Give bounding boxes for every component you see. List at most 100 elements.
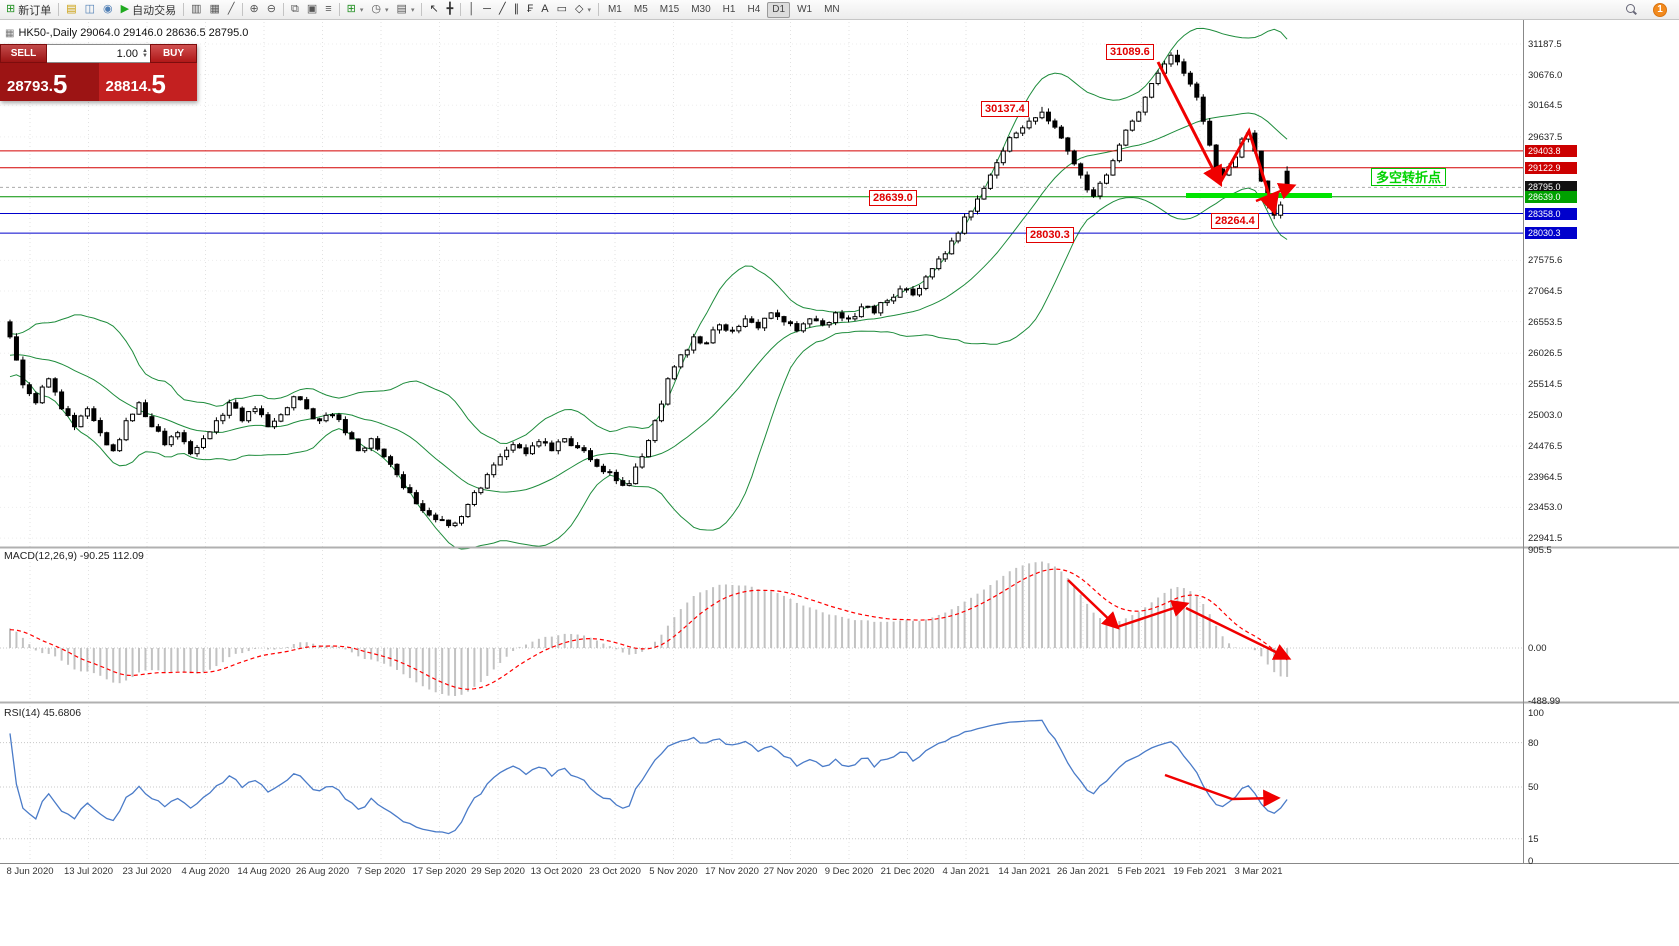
- chart-shift-icon[interactable]: ≡: [321, 1, 335, 18]
- annotation-price-label-28030.3[interactable]: 28030.3: [1026, 227, 1074, 243]
- new-order-button[interactable]: ⊞ 新订单: [2, 1, 55, 18]
- crosshair-icon[interactable]: ╋: [443, 1, 458, 18]
- price-tick: 25003.0: [1528, 409, 1563, 421]
- notification-badge[interactable]: 1: [1653, 2, 1667, 17]
- rsi-scale-0: 0: [1528, 856, 1534, 867]
- zoom-out-icon: ⊖: [266, 3, 276, 15]
- toolbar: ⊞ 新订单 ▤ ◫ ◉ ▶ 自动交易 ▥ ▦ ╱ ⊕ ⊖ ⧉ ▣ ≡ ⊞ ▾ ◷ ▾ ▤ ▾ ↖ ╋ │ ─ ╱ ∥ ₣ A ▭ ◇ ▾ M1 M…: [0, 0, 1679, 20]
- cascade-windows-icon: ▣: [306, 3, 318, 15]
- price-label-28030.3: 28030.3: [1525, 227, 1577, 240]
- indicators-icon[interactable]: ⊞ ▾: [343, 1, 368, 18]
- community-icon: ◉: [103, 3, 113, 15]
- annotation-price-label-28639.0[interactable]: 28639.0: [869, 190, 917, 206]
- text-icon[interactable]: A: [537, 1, 552, 18]
- volume-value: 1.00: [116, 47, 139, 60]
- price-tick: 23453.0: [1528, 502, 1563, 514]
- periods-icon[interactable]: ◷ ▾: [367, 1, 392, 18]
- cursor-icon[interactable]: ↖: [425, 1, 442, 18]
- rsi-indicator-label: RSI(14) 45.6806: [4, 707, 82, 719]
- price-tick: 24476.5: [1528, 441, 1563, 453]
- channel-icon: ∥: [513, 3, 520, 15]
- timeframe-m1[interactable]: M1: [603, 2, 627, 18]
- turning-point-note[interactable]: 多空转折点: [1371, 168, 1447, 186]
- volume-up-icon[interactable]: ▲: [142, 47, 148, 54]
- zoom-out-icon[interactable]: ⊖: [263, 1, 280, 18]
- horizontal-levels[interactable]: [0, 150, 1523, 234]
- time-label: 4 Aug 2020: [181, 866, 230, 877]
- search-icon[interactable]: [1626, 4, 1637, 15]
- cascade-windows-icon[interactable]: ▣: [303, 1, 321, 18]
- macd-indicator-label: MACD(12,26,9) -90.25 112.09: [4, 550, 144, 562]
- toolbar-right: 1: [1626, 2, 1677, 17]
- toolbar-separator: [241, 3, 243, 16]
- timeframe-mn[interactable]: MN: [819, 2, 845, 18]
- label-icon[interactable]: ▭: [553, 1, 571, 18]
- panel-frames: [0, 20, 1679, 864]
- channel-icon[interactable]: ∥: [510, 1, 524, 18]
- vertical-line-icon[interactable]: │: [464, 1, 479, 18]
- price-label-28795.0: 28795.0: [1525, 181, 1577, 194]
- macd-panel: [0, 561, 1523, 696]
- time-label: 8 Jun 2020: [6, 866, 54, 877]
- volume-stepper[interactable]: 1.00 ▲ ▼: [47, 44, 150, 63]
- grid-lines: [0, 22, 1523, 862]
- fibonacci-icon[interactable]: ₣: [523, 1, 537, 18]
- macd-scale-905.5: 905.5: [1528, 545, 1552, 556]
- price-tick: 30164.5: [1528, 100, 1563, 112]
- time-label: 23 Oct 2020: [589, 866, 641, 877]
- chart-shift-icon: ≡: [325, 3, 332, 15]
- tile-windows-icon[interactable]: ⧉: [287, 1, 303, 18]
- annotation-price-label-31089.6[interactable]: 31089.6: [1106, 44, 1154, 60]
- timeframe-h1[interactable]: H1: [718, 2, 741, 18]
- buy-price[interactable]: 28814. 5: [98, 63, 197, 101]
- time-label: 17 Nov 2020: [705, 866, 759, 877]
- timeframe-d1[interactable]: D1: [767, 1, 791, 18]
- chevron-down-icon: ▾: [359, 6, 364, 14]
- templates-icon[interactable]: ▤ ▾: [393, 1, 419, 18]
- main-zigzag-arrow: [1218, 127, 1280, 216]
- line-chart-icon[interactable]: ╱: [224, 1, 239, 18]
- annotation-price-label-28264.4[interactable]: 28264.4: [1211, 213, 1259, 229]
- new-order-button-label: 新订单: [18, 4, 52, 17]
- time-label: 26 Jan 2021: [1056, 866, 1110, 877]
- candlestick-chart-icon[interactable]: ▦: [206, 1, 224, 18]
- toolbar-separator: [460, 3, 462, 16]
- chart-ohlc-header: ▦ HK50-,Daily 29064.0 29146.0 28636.5 28…: [5, 27, 248, 39]
- horizontal-line-icon[interactable]: ─: [479, 1, 495, 18]
- chevron-down-icon: ▾: [410, 6, 415, 14]
- shapes-icon[interactable]: ◇ ▾: [571, 1, 595, 18]
- time-label: 5 Feb 2021: [1117, 866, 1166, 877]
- timeframe-m5[interactable]: M5: [629, 2, 653, 18]
- timeframe-h4[interactable]: H4: [742, 2, 765, 18]
- price-tick: 31187.5: [1528, 39, 1562, 50]
- macd-bounce-arrow: [1116, 600, 1190, 629]
- drawn-objects[interactable]: [1067, 61, 1332, 808]
- annotation-price-label-30137.4[interactable]: 30137.4: [981, 101, 1029, 117]
- zoom-in-icon[interactable]: ⊕: [246, 1, 263, 18]
- sell-price[interactable]: 28793. 5: [0, 63, 99, 101]
- accounts-icon[interactable]: ◫: [81, 1, 99, 18]
- community-icon[interactable]: ◉: [99, 1, 117, 18]
- bar-chart-icon[interactable]: ▥: [187, 1, 205, 18]
- timeframe-m30[interactable]: M30: [686, 2, 715, 18]
- history-center-icon[interactable]: ▤: [62, 1, 80, 18]
- time-label: 17 Sep 2020: [412, 866, 467, 877]
- macd-scale-0.00: 0.00: [1528, 643, 1547, 654]
- buy-button[interactable]: BUY: [150, 44, 197, 63]
- price-label-29122.9: 29122.9: [1525, 161, 1577, 174]
- volume-down-icon[interactable]: ▼: [142, 52, 148, 59]
- time-label: 5 Nov 2020: [649, 866, 698, 877]
- toolbar-separator: [338, 3, 340, 16]
- timeframe-w1[interactable]: W1: [792, 2, 817, 18]
- timeframe-m15[interactable]: M15: [655, 2, 684, 18]
- trendline-icon[interactable]: ╱: [495, 1, 510, 18]
- sell-button[interactable]: SELL: [0, 44, 47, 63]
- time-label: 26 Aug 2020: [295, 866, 350, 877]
- auto-trading-button[interactable]: ▶ 自动交易: [117, 1, 180, 18]
- toolbar-separator: [183, 3, 185, 16]
- bar-chart-icon: ▥: [191, 3, 202, 15]
- auto-trading-button-icon: ▶: [120, 3, 130, 15]
- rsi-scale-15: 15: [1528, 833, 1539, 845]
- price-label-29403.8: 29403.8: [1525, 144, 1577, 157]
